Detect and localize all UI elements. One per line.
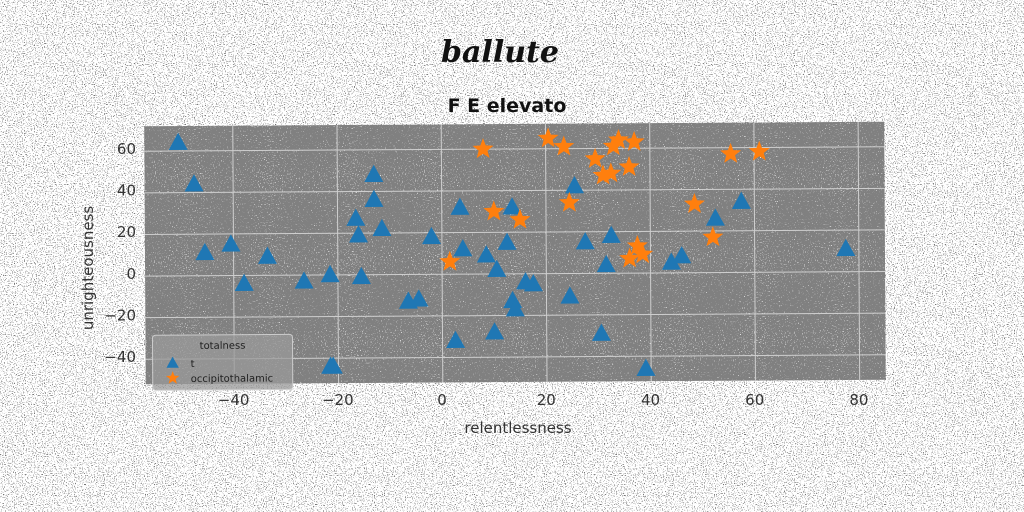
legend-entry-label: occipitothalamic [191,373,273,385]
x-tick-label: 60 [745,391,764,409]
plot-area: totalness t occipitothalamic [144,122,886,391]
x-tick-label: −20 [322,391,354,409]
y-tick-label: 60 [117,140,136,158]
x-tick-label: 40 [641,391,660,409]
y-tick-label: 20 [117,223,136,241]
x-tick-label: 0 [437,391,447,409]
legend: totalness t occipitothalamic [152,334,292,390]
x-tick-label: −40 [218,391,250,409]
y-tick-label: −20 [104,306,136,324]
x-tick-label: 80 [849,391,868,409]
y-tick-label: −40 [104,348,136,366]
x-tick-label: 20 [537,391,556,409]
y-axis-label: unrighteousness [79,206,97,331]
legend-entry-label: t [191,359,195,370]
chart-title: F E elevato [448,95,567,117]
chart-suptitle: ballute [441,35,559,70]
legend-title: totalness [200,341,246,352]
y-tick-label: 0 [126,265,136,283]
x-axis-label: relentlessness [464,419,571,437]
y-tick-label: 40 [117,182,136,200]
